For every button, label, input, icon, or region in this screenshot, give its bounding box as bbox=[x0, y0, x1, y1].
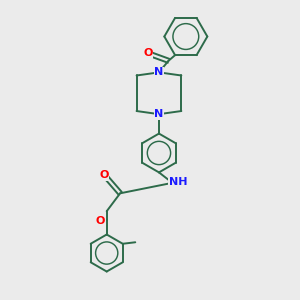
Text: O: O bbox=[95, 216, 105, 226]
Text: N: N bbox=[154, 68, 164, 77]
Text: O: O bbox=[99, 170, 108, 180]
Text: N: N bbox=[154, 109, 164, 119]
Text: NH: NH bbox=[169, 177, 187, 187]
Text: O: O bbox=[143, 48, 153, 58]
